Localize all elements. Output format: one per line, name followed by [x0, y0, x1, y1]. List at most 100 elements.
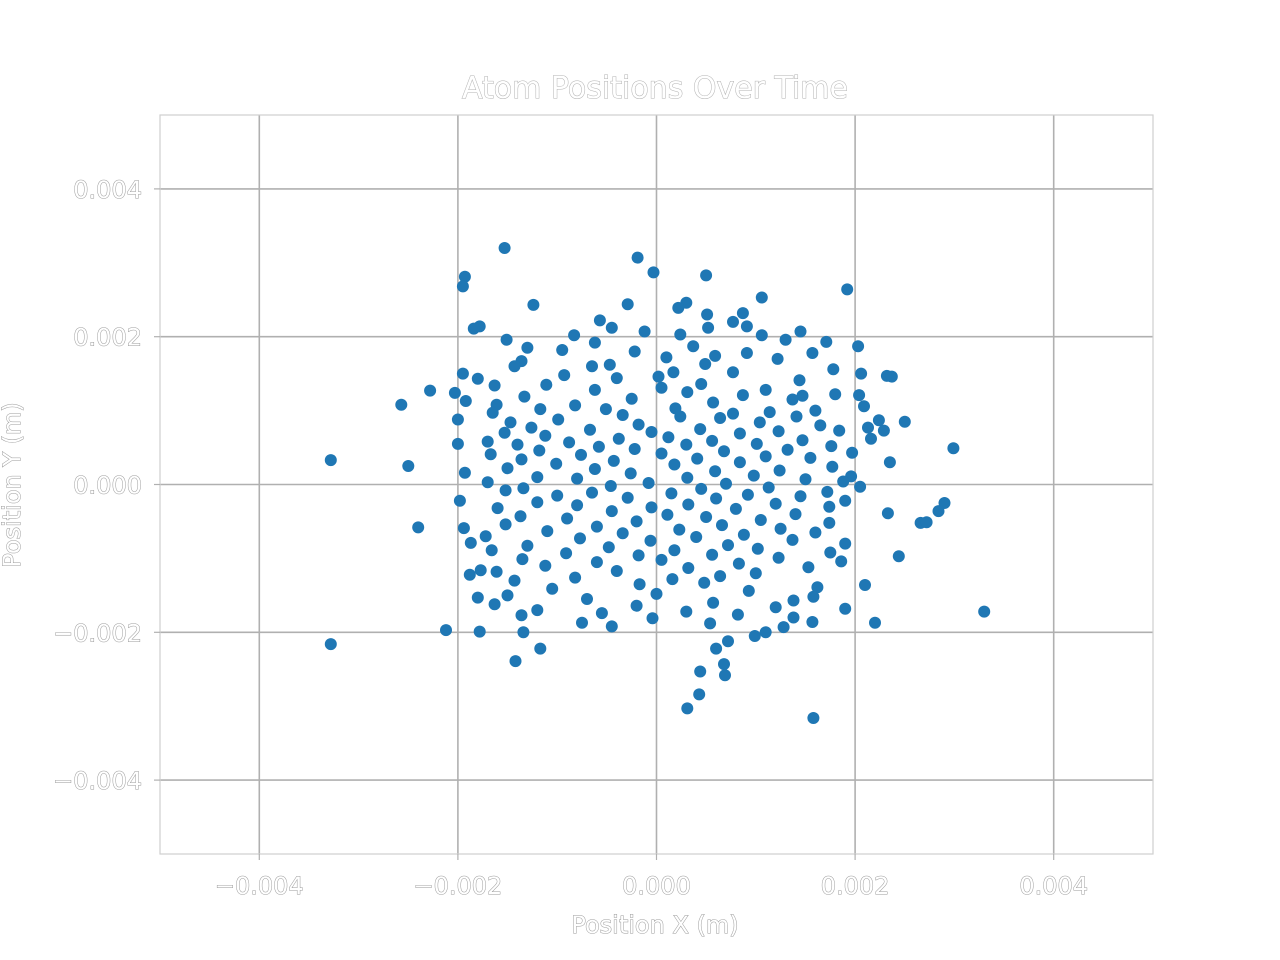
data-point: [486, 406, 499, 419]
data-point: [732, 557, 745, 570]
data-point: [521, 341, 534, 354]
data-point: [668, 544, 681, 557]
data-point: [479, 530, 492, 543]
data-point: [835, 555, 848, 568]
data-point: [691, 452, 704, 465]
x-tick-label: 0.002: [821, 872, 890, 900]
data-point: [898, 415, 911, 428]
data-point: [794, 325, 807, 338]
data-point: [488, 598, 501, 611]
data-point: [514, 510, 527, 523]
data-point: [607, 454, 620, 467]
y-tick-label: 0.002: [73, 324, 142, 352]
data-point: [883, 456, 896, 469]
data-point: [612, 432, 625, 445]
data-point: [498, 242, 511, 254]
data-point: [702, 321, 715, 334]
data-point: [846, 446, 859, 459]
data-point: [575, 448, 587, 461]
data-point: [633, 578, 646, 591]
data-point: [490, 565, 503, 578]
data-point: [424, 384, 437, 397]
data-point: [869, 616, 881, 629]
data-point: [402, 460, 415, 472]
data-point: [630, 599, 643, 612]
data-point: [456, 280, 469, 293]
data-point: [521, 539, 534, 552]
data-point: [501, 462, 514, 475]
data-point: [681, 471, 694, 484]
data-point: [737, 528, 750, 541]
data-point: [556, 344, 569, 356]
data-point: [456, 367, 469, 380]
y-tick-label: 0.004: [73, 176, 142, 204]
data-point: [749, 567, 762, 580]
data-point: [674, 410, 687, 423]
data-point: [733, 427, 746, 440]
data-points: [324, 242, 991, 724]
data-point: [499, 518, 512, 531]
data-point: [978, 605, 991, 618]
data-point: [796, 389, 809, 402]
data-point: [511, 438, 524, 451]
data-point: [729, 502, 742, 515]
data-point: [508, 360, 521, 373]
data-point: [852, 340, 865, 353]
data-point: [694, 665, 707, 678]
data-point: [806, 347, 819, 359]
data-point: [628, 345, 641, 358]
chart-title: Atom Positions Over Time: [462, 71, 848, 106]
data-point: [464, 536, 477, 549]
data-point: [710, 492, 723, 505]
data-point: [453, 494, 466, 507]
data-point: [695, 378, 708, 390]
data-point: [693, 688, 706, 701]
data-point: [571, 472, 584, 485]
data-point: [719, 669, 731, 682]
data-point: [655, 447, 668, 460]
data-point: [498, 426, 511, 439]
data-point: [750, 437, 763, 450]
data-point: [474, 564, 487, 577]
data-point: [458, 270, 471, 283]
data-point: [412, 521, 425, 534]
data-point: [755, 329, 768, 342]
data-point: [794, 490, 807, 503]
data-point: [859, 579, 871, 591]
data-point: [823, 516, 836, 529]
data-point: [660, 351, 673, 364]
data-point: [736, 389, 749, 402]
data-point: [604, 480, 617, 492]
data-point: [716, 519, 728, 532]
data-point: [872, 414, 885, 427]
data-point: [789, 508, 802, 521]
data-point: [833, 424, 846, 437]
data-point: [799, 473, 812, 486]
data-point: [733, 456, 746, 469]
data-point: [586, 360, 598, 373]
data-point: [772, 551, 785, 564]
data-point: [531, 471, 544, 484]
data-point: [592, 440, 605, 453]
data-point: [742, 584, 755, 597]
data-point: [539, 429, 552, 442]
data-point: [710, 642, 723, 655]
data-point: [687, 340, 700, 353]
data-point: [605, 321, 618, 334]
data-point: [667, 366, 680, 379]
data-point: [824, 546, 837, 559]
data-point: [586, 486, 598, 499]
data-point: [862, 421, 874, 434]
data-point: [825, 440, 838, 453]
data-point: [700, 511, 713, 523]
data-point: [790, 410, 803, 423]
data-point: [885, 370, 898, 383]
data-point: [560, 547, 573, 560]
data-point: [515, 609, 528, 622]
data-point: [655, 381, 668, 394]
data-point: [740, 320, 753, 333]
data-point: [718, 658, 730, 671]
data-point: [491, 502, 504, 515]
data-point: [727, 315, 739, 328]
